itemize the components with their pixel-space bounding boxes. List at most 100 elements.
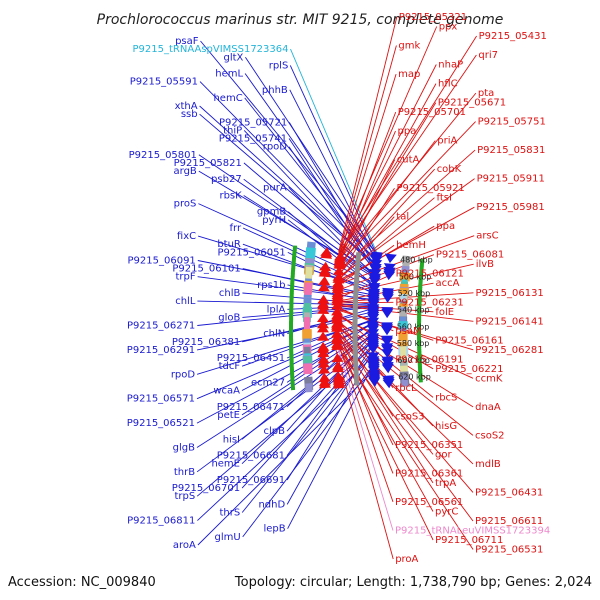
gene-label[interactable]: frr bbox=[230, 223, 242, 234]
gene-label[interactable]: pyrH bbox=[262, 215, 286, 226]
gene-label[interactable]: rpoD bbox=[263, 142, 288, 153]
gene-label[interactable]: ilvB bbox=[476, 259, 494, 270]
gene-label[interactable]: P9215_06701 bbox=[172, 483, 240, 494]
gene-label[interactable]: rbcL bbox=[395, 383, 417, 394]
gene-label[interactable]: thiP bbox=[223, 125, 242, 136]
gene-label[interactable]: gltX bbox=[223, 52, 243, 63]
gene-label[interactable]: P9215_06531 bbox=[475, 545, 543, 556]
gene-label[interactable]: gpmB bbox=[257, 207, 286, 218]
gene-label[interactable]: hisI bbox=[223, 434, 240, 445]
gene-label[interactable]: hflC bbox=[438, 79, 458, 90]
gene-label[interactable]: psaF bbox=[175, 36, 199, 47]
gene-label[interactable]: ssb bbox=[181, 109, 198, 120]
gene-label[interactable]: P9215_06351 bbox=[395, 440, 463, 451]
gene-label[interactable]: wcaA bbox=[213, 386, 240, 397]
gene-label[interactable]: P9215_05921 bbox=[397, 183, 465, 194]
gene-label[interactable]: lepB bbox=[263, 524, 285, 535]
gene-label[interactable]: psaM bbox=[395, 326, 421, 337]
gene-label[interactable]: P9215_05321 bbox=[399, 12, 467, 23]
gene-label[interactable]: P9215_06091 bbox=[128, 256, 196, 267]
gene-label[interactable]: P9215_06271 bbox=[127, 321, 195, 332]
gene-label[interactable]: pyrC bbox=[435, 507, 458, 518]
gene-label[interactable]: ccmK bbox=[475, 373, 503, 384]
gene-label[interactable]: chlL bbox=[175, 296, 196, 307]
gene-label[interactable]: trpA bbox=[435, 478, 456, 489]
gene-label[interactable]: P9215_06081 bbox=[436, 250, 504, 261]
gene-label[interactable]: mdlB bbox=[475, 459, 501, 470]
gene-label[interactable]: P9215_06561 bbox=[395, 497, 463, 508]
gene-label[interactable]: P9215_06281 bbox=[475, 345, 543, 356]
gene-label[interactable]: petE bbox=[217, 410, 240, 421]
gene-label[interactable]: P9215_06161 bbox=[435, 335, 503, 346]
gene-label[interactable]: rps1b bbox=[257, 280, 285, 291]
gene-label[interactable]: clpB bbox=[264, 426, 286, 437]
gene-label[interactable]: P9215_06711 bbox=[435, 535, 503, 546]
gene-label[interactable]: priA bbox=[437, 136, 457, 147]
gene-label[interactable]: rbsK bbox=[219, 191, 242, 202]
gene-label[interactable]: P9215_06121 bbox=[396, 269, 464, 280]
gene-label[interactable]: argB bbox=[174, 166, 197, 177]
gene-label[interactable]: P9215_05721 bbox=[219, 117, 287, 128]
gene-label[interactable]: rbcS bbox=[435, 392, 457, 403]
gene-label[interactable]: pta bbox=[478, 88, 494, 99]
gene-label[interactable]: chlN bbox=[263, 329, 285, 340]
gene-label[interactable]: hemH bbox=[396, 240, 426, 251]
gene-label[interactable]: P9215_06471 bbox=[217, 402, 285, 413]
gene-label[interactable]: folE bbox=[435, 307, 454, 318]
gene-label[interactable]: nhaP bbox=[438, 60, 463, 71]
gene-label[interactable]: P9215_tRNAAspVIMSS1723364 bbox=[133, 44, 289, 55]
gene-label[interactable]: proA bbox=[395, 554, 418, 565]
gene-label[interactable]: P9215_05741 bbox=[219, 134, 287, 145]
gene-label[interactable]: tdcF bbox=[219, 361, 241, 372]
gene-label[interactable]: P9215_05671 bbox=[438, 98, 506, 109]
gene-label[interactable]: rpoD bbox=[171, 369, 196, 380]
gene-label[interactable]: P9215_06521 bbox=[127, 418, 195, 429]
gene-label[interactable]: hemL bbox=[215, 69, 243, 80]
gene-label[interactable]: P9215_06811 bbox=[127, 516, 195, 527]
gene-label[interactable]: csoS2 bbox=[475, 430, 505, 441]
gene-label[interactable]: arsC bbox=[476, 231, 498, 242]
gene-label[interactable]: ppa bbox=[398, 126, 417, 137]
gene-label[interactable]: P9215_06291 bbox=[127, 345, 195, 356]
gene-label[interactable]: trpS bbox=[174, 491, 195, 502]
gene-label[interactable]: P9215_05821 bbox=[174, 158, 242, 169]
gene-label[interactable]: P9215_05801 bbox=[129, 150, 197, 161]
gene-label[interactable]: gmk bbox=[398, 41, 420, 52]
gene-label[interactable]: map bbox=[398, 69, 420, 80]
gene-label[interactable]: P9215_05701 bbox=[398, 107, 466, 118]
gene-label[interactable]: P9215_06191 bbox=[395, 354, 463, 365]
gene-label[interactable]: xthA bbox=[175, 101, 198, 112]
gene-label[interactable]: chlB bbox=[219, 288, 241, 299]
gene-label[interactable]: lplA bbox=[267, 304, 286, 315]
gene-label[interactable]: thrB bbox=[174, 467, 195, 478]
gene-label[interactable]: P9215_06231 bbox=[395, 297, 463, 308]
gene-label[interactable]: csoS3 bbox=[395, 411, 425, 422]
gene-label[interactable]: tal bbox=[396, 212, 409, 223]
gene-label[interactable]: purA bbox=[263, 182, 287, 193]
gene-label[interactable]: P9215_05831 bbox=[477, 145, 545, 156]
gene-label[interactable]: P9215_06571 bbox=[127, 394, 195, 405]
gene-label[interactable]: proS bbox=[174, 199, 197, 210]
gene-label[interactable]: P9215_06051 bbox=[218, 247, 286, 258]
gene-label[interactable]: ecm27 bbox=[251, 377, 285, 388]
gene-label[interactable]: P9215_05911 bbox=[477, 174, 545, 185]
gene-label[interactable]: aroA bbox=[173, 540, 196, 551]
gene-label[interactable]: hisG bbox=[435, 421, 457, 432]
gene-label[interactable]: cobK bbox=[437, 164, 462, 175]
gene-label[interactable]: gloB bbox=[218, 312, 240, 323]
gene-label[interactable]: P9215_05431 bbox=[479, 31, 547, 42]
gene-label[interactable]: dnaA bbox=[475, 402, 501, 413]
gene-label[interactable]: gor bbox=[435, 449, 452, 460]
gene-label[interactable]: P9215_06691 bbox=[217, 475, 285, 486]
gene-label[interactable]: thrS bbox=[219, 508, 240, 519]
gene-label[interactable]: phhB bbox=[262, 85, 288, 96]
gene-label[interactable]: ppa bbox=[436, 221, 455, 232]
gene-label[interactable]: P9215_06101 bbox=[172, 264, 240, 275]
gene-label[interactable]: P9215_06361 bbox=[395, 468, 463, 479]
gene-label[interactable]: P9215_tRNALeuVIMSS1723394 bbox=[395, 526, 550, 537]
gene-label[interactable]: qri7 bbox=[478, 50, 498, 61]
gene-label[interactable]: trpF bbox=[175, 272, 195, 283]
gene-label[interactable]: P9215_06381 bbox=[172, 337, 240, 348]
gene-label[interactable]: ppx bbox=[439, 22, 458, 33]
gene-label[interactable]: P9215_06141 bbox=[475, 316, 543, 327]
